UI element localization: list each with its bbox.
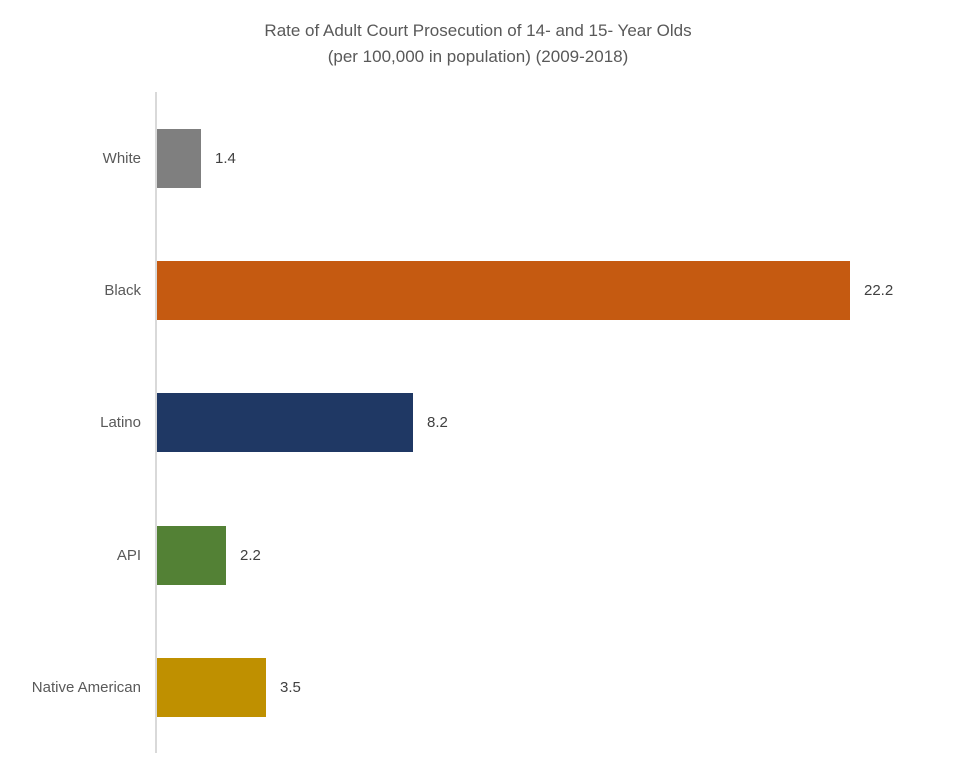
bar-native-american [157,657,266,717]
category-label-latino: Latino [100,413,141,431]
bar-latino [157,392,413,452]
bar-row-black: Black 22.2 [0,224,956,356]
bar-row-white: White 1.4 [0,92,956,224]
y-axis-line [155,92,157,753]
bar-row-api: API 2.2 [0,489,956,621]
value-label-native-american: 3.5 [280,678,301,696]
bar-white [157,128,201,188]
value-label-api: 2.2 [240,546,261,564]
category-label-black: Black [104,281,141,299]
chart-title: Rate of Adult Court Prosecution of 14- a… [0,18,956,70]
chart-title-line1: Rate of Adult Court Prosecution of 14- a… [264,21,692,40]
bar-row-native-american: Native American 3.5 [0,621,956,753]
value-label-white: 1.4 [215,149,236,167]
category-label-native-american: Native American [31,678,141,696]
bar-api [157,525,226,585]
category-label-api: API [116,546,141,564]
category-label-white: White [102,149,141,167]
chart-title-line2: (per 100,000 in population) (2009-2018) [327,47,629,66]
value-label-latino: 8.2 [427,413,448,431]
bar-black [157,260,850,320]
bar-row-latino: Latino 8.2 [0,356,956,488]
value-label-black: 22.2 [864,281,894,299]
plot-area: White 1.4 Black 22.2 Latino 8.2 API 2.2 … [0,92,956,753]
